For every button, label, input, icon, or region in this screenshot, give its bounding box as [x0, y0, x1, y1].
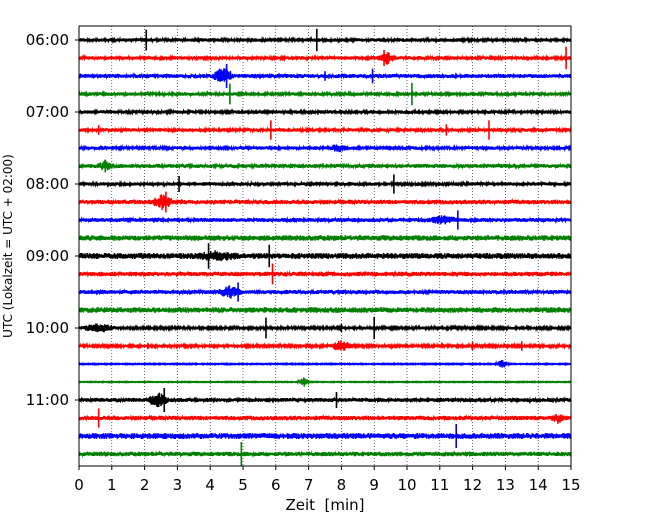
- x-tick-label: 1: [107, 476, 117, 494]
- trace-line: [78, 340, 572, 351]
- seismic-trace: [78, 316, 572, 340]
- trace-line: [78, 250, 572, 262]
- trace-line: [78, 449, 572, 459]
- x-tick-label: 4: [205, 476, 215, 494]
- y-tick-label: 06:00: [26, 31, 69, 49]
- trace-line: [78, 194, 572, 210]
- seismic-trace: [78, 64, 572, 88]
- trace-line: [78, 413, 572, 424]
- seismic-trace: [78, 388, 572, 412]
- seismic-trace: [78, 340, 572, 351]
- seismic-trace: [78, 210, 572, 230]
- x-tick-label: 12: [463, 476, 482, 494]
- trace-line: [78, 432, 572, 440]
- x-tick-label: 6: [271, 476, 281, 494]
- x-tick-label: 15: [561, 476, 580, 494]
- seismic-trace: [78, 442, 572, 466]
- y-axis-label: UTC (Lokalzeit = UTC + 02:00): [1, 154, 15, 338]
- trace-line: [78, 377, 572, 387]
- y-tick-label: 10:00: [26, 319, 69, 337]
- x-axis-label: Zeit [min]: [285, 496, 364, 514]
- trace-line: [78, 307, 572, 313]
- x-tick-label: 10: [397, 476, 416, 494]
- x-tick-label: 11: [430, 476, 449, 494]
- x-tick-label: 3: [173, 476, 183, 494]
- trace-line: [78, 323, 572, 333]
- trace-line: [78, 285, 572, 299]
- x-tick-label: 14: [529, 476, 548, 494]
- seismic-trace: [78, 307, 572, 313]
- seismic-trace: [78, 143, 572, 153]
- seismic-trace: [78, 46, 572, 70]
- trace-line: [78, 89, 572, 99]
- y-tick-label: 09:00: [26, 247, 69, 265]
- trace-line: [78, 107, 572, 117]
- trace-line: [78, 125, 572, 135]
- y-axis-ticks: 06:00 07:00 08:00 09:00 10:00 11:00: [26, 31, 79, 409]
- trace-line: [78, 392, 572, 408]
- seismic-trace: [78, 263, 572, 285]
- y-tick-label: 08:00: [26, 175, 69, 193]
- trace-line: [78, 215, 572, 225]
- x-tick-label: 8: [337, 476, 347, 494]
- y-tick-label: 07:00: [26, 103, 69, 121]
- plot-frame: [78, 25, 572, 467]
- grid-lines: [111, 26, 539, 466]
- seismic-trace: [78, 159, 572, 173]
- trace-line: [78, 160, 572, 171]
- seismic-trace: [78, 120, 572, 140]
- seismic-trace: [78, 82, 572, 106]
- seismic-trace: [78, 191, 572, 213]
- trace-line: [78, 270, 572, 278]
- seismic-trace: [78, 424, 572, 448]
- seismic-traces: [78, 28, 572, 466]
- trace-line: [78, 143, 572, 153]
- seismic-trace: [78, 282, 572, 302]
- x-tick-label: 2: [140, 476, 150, 494]
- trace-line: [78, 234, 572, 241]
- x-tick-label: 5: [238, 476, 248, 494]
- x-tick-label: 7: [304, 476, 314, 494]
- seismic-trace: [78, 107, 572, 117]
- seismic-trace: [78, 359, 572, 368]
- seismic-trace: [78, 174, 572, 194]
- x-tick-label: 0: [74, 476, 84, 494]
- x-tick-label: 9: [369, 476, 379, 494]
- seismic-trace: [78, 408, 572, 428]
- trace-line: [78, 51, 572, 65]
- trace-line: [78, 179, 572, 189]
- seismic-trace: [78, 377, 572, 387]
- seismic-trace: [78, 28, 572, 52]
- seismic-trace: [78, 243, 572, 269]
- trace-line: [78, 35, 572, 45]
- seismic-trace: [78, 234, 572, 241]
- trace-line: [78, 359, 572, 368]
- y-tick-label: 11:00: [26, 391, 69, 409]
- x-axis-ticks: 0 1 2 3 4 5 6 7 8 9 10 11 12 13 14 15: [74, 466, 581, 494]
- x-tick-label: 13: [496, 476, 515, 494]
